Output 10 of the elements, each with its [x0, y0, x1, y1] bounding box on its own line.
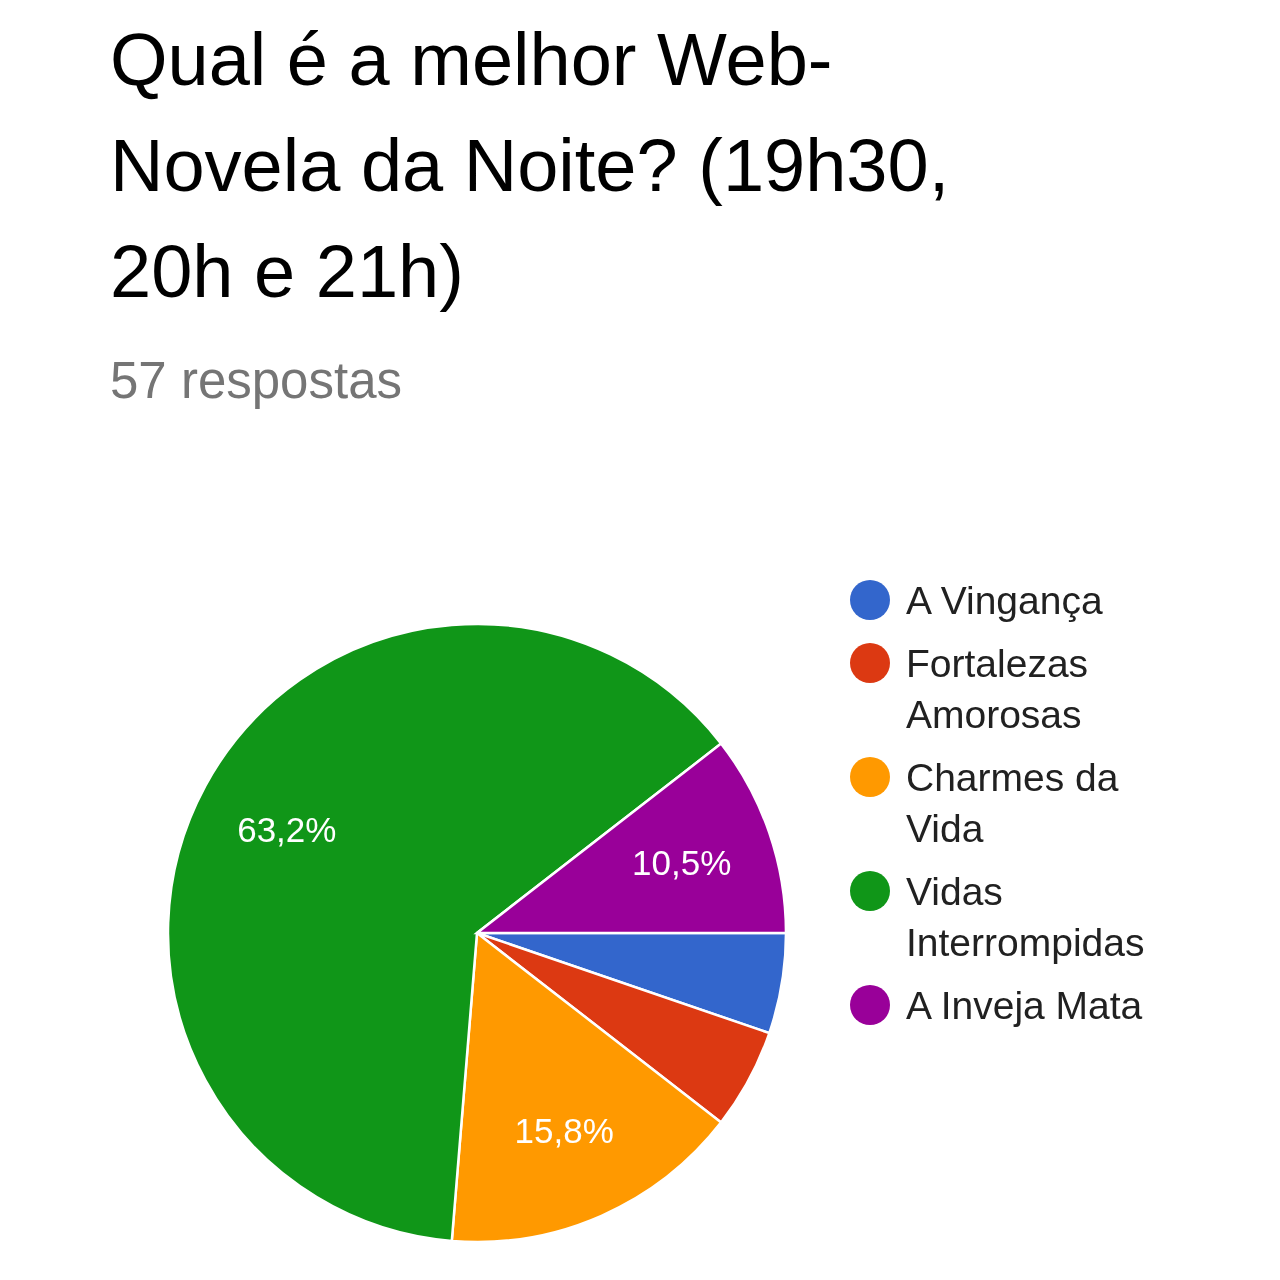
data-label: 63,2%	[237, 810, 337, 850]
chart-subtitle: 57 respostas	[110, 352, 403, 409]
data-label: 15,8%	[514, 1111, 614, 1151]
legend-label: A Vingança	[906, 578, 1103, 622]
legend-label: Charmes da Vida	[906, 755, 1119, 850]
chart-title: Qual é a melhor Web-Novela da Noite? (19h30, 20h e 21h)	[110, 18, 950, 313]
legend-label: Fortalezas Amorosas	[906, 641, 1089, 736]
legend-label: A Inveja Mata	[906, 983, 1143, 1027]
data-label: 10,5%	[632, 843, 732, 883]
legend-label: Vidas Interrompidas	[906, 869, 1145, 964]
